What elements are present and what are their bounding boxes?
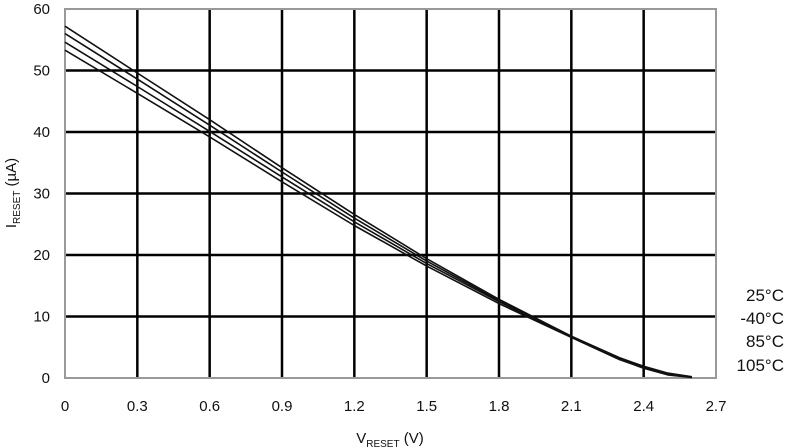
x-tick-labels: 0 0.3 0.6 0.9 1.2 1.5 1.8 2.1 2.4 2.7 [61,398,727,415]
plot-frame [64,8,717,379]
legend-label: -40°C [740,309,784,328]
x-tick-label: 0.3 [127,398,148,415]
y-tick-label: 10 [33,309,50,326]
series-lines [64,25,693,379]
series-line-2 [64,32,693,378]
y-tick-label: 60 [33,1,50,18]
legend-label: 25°C [746,286,784,305]
y-tick-label: 50 [33,63,50,80]
x-axis-label: VRESET (V) [356,430,424,448]
grid [65,9,716,378]
legend: 25°C -40°C 85°C 105°C [737,286,784,375]
series-line-4 [64,49,692,379]
y-tick-label: 0 [42,370,50,387]
series-line-1 [64,25,693,378]
y-axis-label: IRESET (µA) [3,158,23,228]
x-tick-label: 1.5 [416,398,437,415]
x-tick-label: 2.1 [561,398,582,415]
x-tick-label: 2.7 [706,398,727,415]
y-tick-label: 20 [33,247,50,264]
legend-label: 85°C [746,332,784,351]
x-tick-label: 1.2 [344,398,365,415]
y-tick-labels: 0 10 20 30 40 50 60 [33,1,50,387]
x-tick-label: 2.4 [633,398,654,415]
x-tick-label: 0 [61,398,69,415]
x-tick-label: 0.6 [199,398,220,415]
y-tick-label: 30 [33,186,50,203]
legend-label: 105°C [737,356,784,375]
x-tick-label: 0.9 [272,398,293,415]
x-tick-label: 1.8 [489,398,510,415]
y-tick-label: 40 [33,124,50,141]
